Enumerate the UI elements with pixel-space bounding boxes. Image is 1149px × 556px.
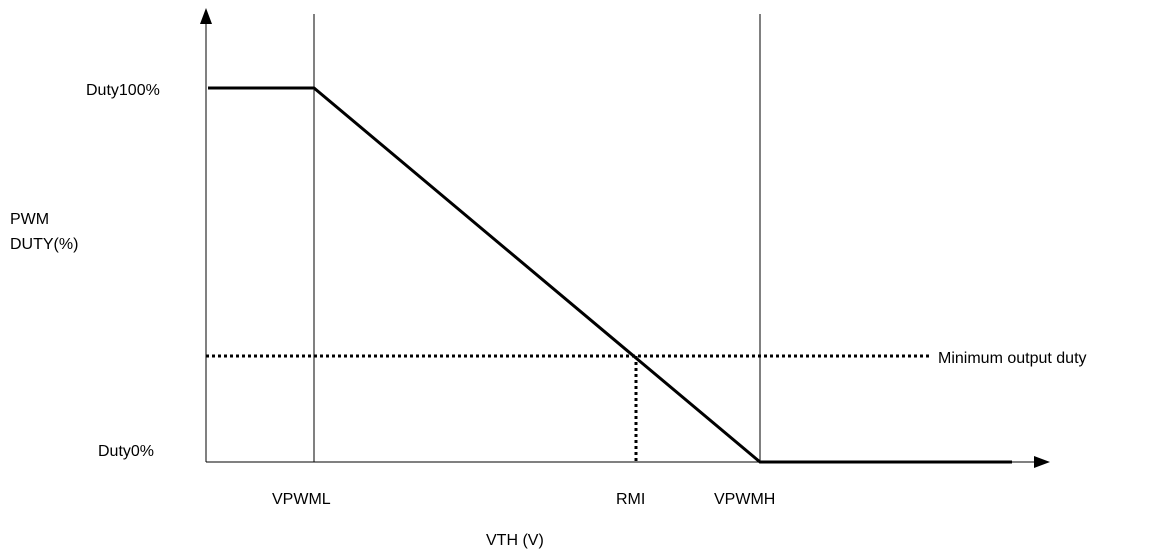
duty-curve xyxy=(208,86,1012,464)
duty-0-label: Duty0% xyxy=(98,443,154,460)
rmi-label: RMI xyxy=(616,491,645,508)
y-axis-arrowhead xyxy=(200,8,212,24)
y-axis-label-line1: PWM xyxy=(10,211,49,228)
x-axis-label: VTH (V) xyxy=(486,532,544,549)
vpwmh-label: VPWMH xyxy=(714,491,775,508)
vpwml-label: VPWML xyxy=(272,491,331,508)
y-axis-label-line2: DUTY(%) xyxy=(10,236,78,253)
min-duty-label: Minimum output duty xyxy=(938,350,1087,367)
x-axis-arrowhead xyxy=(1034,456,1050,468)
duty-100-label: Duty100% xyxy=(86,82,160,99)
